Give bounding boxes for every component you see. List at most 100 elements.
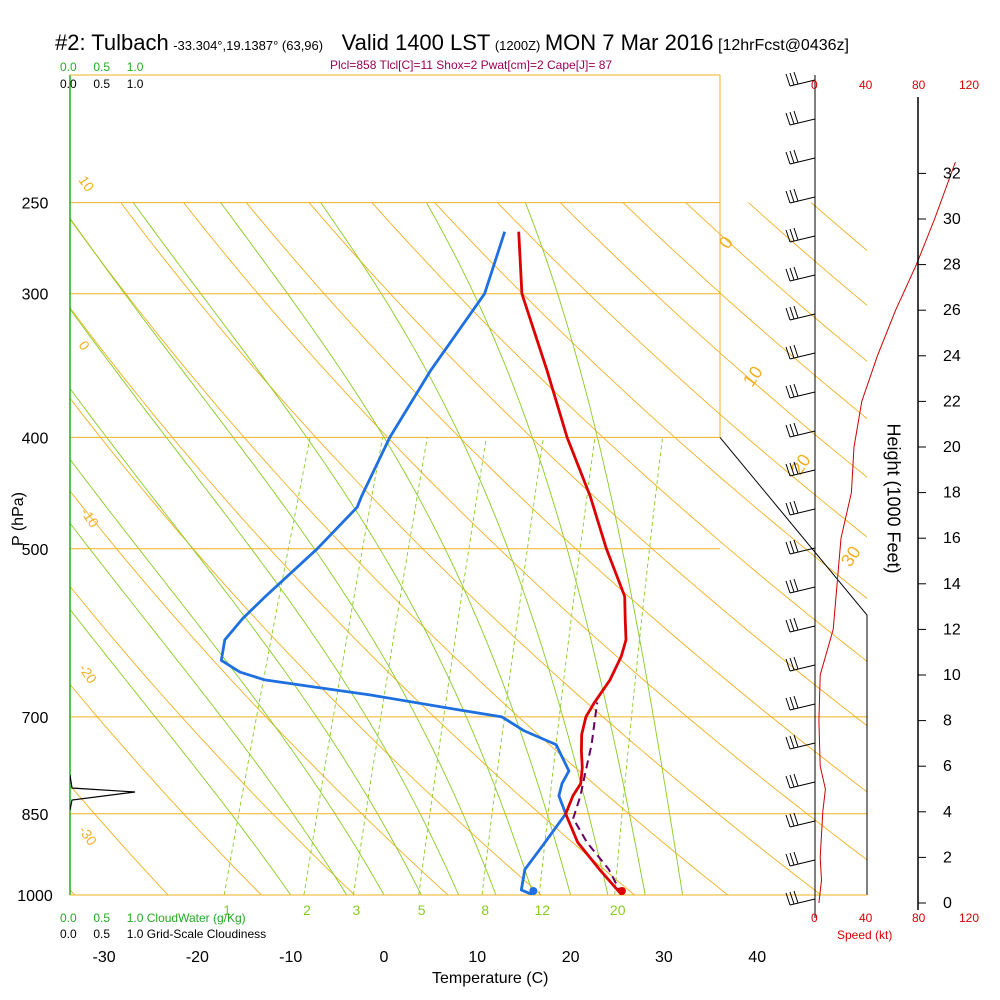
- dry-adiabat: [70, 585, 355, 895]
- station-name: #2: Tulbach: [55, 30, 169, 55]
- wind-barb: [785, 773, 816, 789]
- wind-barb-feather: [793, 695, 799, 709]
- wind-barb-feather: [785, 190, 791, 204]
- wind-barb-shaft: [789, 625, 816, 633]
- wind-barb-shaft: [789, 781, 816, 789]
- wind-barb-feather: [785, 151, 791, 165]
- wind-barb-feather: [793, 578, 799, 592]
- wind-barb-shaft: [789, 547, 816, 555]
- speed-tick-top-40: 40: [859, 78, 873, 92]
- wind-barb-feather: [785, 580, 791, 594]
- wind-barb-feather: [785, 385, 791, 399]
- wind-barb-feather: [789, 423, 795, 437]
- wind-barb-feather: [789, 735, 795, 749]
- wind-barb-feather: [785, 775, 791, 789]
- wind-barb: [785, 422, 816, 438]
- wind-barb: [785, 812, 816, 828]
- wind-barb-feather: [785, 502, 791, 516]
- wind-barb-feather: [785, 619, 791, 633]
- temperature-tick-label: 30: [655, 949, 673, 966]
- dewpoint-line: [219, 231, 571, 895]
- height-tick-label: 10: [943, 667, 961, 684]
- wind-barb-feather: [789, 696, 795, 710]
- wind-barb: [785, 305, 816, 321]
- mixing-ratio-line: [481, 437, 544, 895]
- cloud-indicator: [70, 774, 136, 811]
- wind-barb-feather: [785, 463, 791, 477]
- wind-barb-feather: [789, 189, 795, 203]
- wind-barb-feather: [793, 539, 799, 553]
- wind-barb-feather: [793, 851, 799, 865]
- wind-barb: [785, 149, 816, 165]
- temperature-tick-label: -10: [279, 949, 302, 966]
- dry-adiabat-label-left: -20: [76, 661, 101, 687]
- mixing-ratio-line: [418, 437, 487, 895]
- wind-barb-feather: [789, 306, 795, 320]
- wind-barb-shaft: [789, 352, 816, 360]
- moist-adiabat: [220, 202, 572, 895]
- wind-barb-feather: [789, 462, 795, 476]
- moist-adiabat: [426, 202, 646, 895]
- speed-tick-bottom-0: 0: [811, 911, 818, 925]
- wind-barb-feather: [789, 384, 795, 398]
- height-tick-label: 24: [943, 348, 961, 365]
- dry-adiabat: [70, 683, 262, 895]
- dry-adiabat: [70, 397, 542, 895]
- height-tick-label: 32: [943, 165, 961, 182]
- moist-adiabat: [320, 202, 609, 895]
- wind-barb: [785, 188, 816, 204]
- dry-adiabat-label-right: 30: [837, 542, 865, 570]
- temperature-tick-label: -30: [93, 949, 116, 966]
- wind-barb: [785, 500, 816, 516]
- height-tick-label: 22: [943, 393, 961, 410]
- wind-barb-feather: [785, 424, 791, 438]
- wind-barb-feather: [793, 110, 799, 124]
- height-tick-label: 20: [943, 439, 961, 456]
- wind-barb-shaft: [789, 274, 816, 282]
- wind-barb-shaft: [789, 703, 816, 711]
- wind-barb: [785, 851, 816, 867]
- wind-barb-shaft: [789, 430, 816, 438]
- height-axis-title: Height (1000 Feet): [883, 423, 904, 574]
- cloudiness-label: Grid-Scale Cloudiness: [146, 927, 267, 941]
- height-tick-label: 0: [943, 895, 952, 912]
- wind-barb-feather: [789, 618, 795, 632]
- wind-barb-feather: [793, 617, 799, 631]
- speed-tick-top-80: 80: [912, 78, 926, 92]
- wind-barb-feather: [793, 656, 799, 670]
- dry-adiabat-label-left: -30: [76, 823, 101, 849]
- wind-barb: [785, 656, 816, 672]
- height-tick-label: 16: [943, 530, 961, 547]
- wind-barb-feather: [789, 345, 795, 359]
- wind-barb-feather: [785, 697, 791, 711]
- speed-tick-bottom-120: 120: [959, 911, 980, 925]
- forecast-info: [12hrFcst@0436z]: [718, 37, 849, 54]
- wind-barb-feather: [785, 736, 791, 750]
- moist-adiabat: [524, 202, 684, 895]
- wind-barb: [785, 539, 816, 555]
- wind-barb-feather: [789, 267, 795, 281]
- height-tick-label: 2: [943, 849, 952, 866]
- moist-adiabat: [70, 217, 497, 895]
- slanted-boundary: [719, 437, 868, 895]
- cloudwater-label: CloudWater (g/Kg): [146, 911, 246, 925]
- wind-barb: [785, 110, 816, 126]
- wind-barb-feather: [789, 891, 795, 905]
- wind-barb-feather: [785, 268, 791, 282]
- zulu-time: (1200Z): [494, 38, 541, 53]
- wind-barb-shaft: [789, 664, 816, 672]
- wind-barb-feather: [785, 658, 791, 672]
- wind-barb-shaft: [789, 820, 816, 828]
- dry-adiabat: [622, 202, 867, 420]
- wind-barb-feather: [785, 307, 791, 321]
- wind-barb-feather: [789, 540, 795, 554]
- dry-adiabat: [245, 202, 867, 793]
- wind-barb: [785, 461, 816, 477]
- wind-barb: [785, 344, 816, 360]
- wind-barb-shaft: [789, 157, 816, 165]
- wind-barb-feather: [793, 734, 799, 748]
- wind-barb-feather: [793, 461, 799, 475]
- wind-barb-shaft: [789, 235, 816, 243]
- mixing-ratio-line: [223, 437, 311, 895]
